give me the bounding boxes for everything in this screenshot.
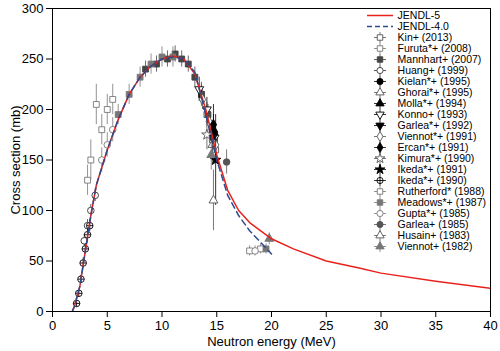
html-text:Mannhart+ (2007): Mannhart+ (2007) (397, 53, 482, 65)
html-text:Husain+ (1983): Husain+ (1983) (397, 229, 470, 241)
svg-text:20: 20 (264, 318, 278, 333)
html-text:Ghorai*+ (1995): Ghorai*+ (1995) (397, 86, 473, 98)
svg-text:35: 35 (429, 318, 443, 333)
html-text:Ercan*+ (1991): Ercan*+ (1991) (397, 141, 469, 153)
html-text:Meadows*+ (1987): Meadows*+ (1987) (397, 196, 486, 208)
html-text:Kimura*+ (1990): Kimura*+ (1990) (397, 152, 475, 164)
svg-text:250: 250 (22, 51, 44, 66)
html-text:JENDL-4.0: JENDL-4.0 (397, 20, 449, 32)
html-text:Furuta*+ (2008): Furuta*+ (2008) (397, 42, 472, 54)
html-text:Ikeda*+ (1991): Ikeda*+ (1991) (397, 163, 467, 175)
svg-text:300: 300 (22, 1, 44, 16)
svg-text:100: 100 (22, 203, 44, 218)
svg-text:15: 15 (210, 318, 224, 333)
html-text:Garlea+ (1985): Garlea+ (1985) (397, 218, 469, 230)
html-text:Garlea*+ (1992): Garlea*+ (1992) (397, 119, 473, 131)
svg-text:Cross section (mb): Cross section (mb) (8, 105, 23, 214)
html-text:Molla*+ (1994): Molla*+ (1994) (397, 97, 467, 109)
svg-text:50: 50 (29, 253, 43, 268)
html-text:Kin+ (2013): Kin+ (2013) (397, 31, 453, 43)
html-text:JENDL-5: JENDL-5 (397, 9, 441, 21)
html-text:Viennot+ (1982): Viennot+ (1982) (397, 240, 473, 252)
svg-text:40: 40 (483, 318, 497, 333)
svg-text:30: 30 (374, 318, 388, 333)
svg-text:Neutron energy (MeV): Neutron energy (MeV) (207, 334, 336, 349)
svg-text:0: 0 (49, 318, 56, 333)
html-text:Huang+ (1999): Huang+ (1999) (397, 64, 468, 76)
svg-text:200: 200 (22, 102, 44, 117)
svg-text:25: 25 (319, 318, 333, 333)
svg-text:10: 10 (155, 318, 169, 333)
svg-text:0: 0 (36, 304, 43, 319)
html-text:Kielan*+ (1995): Kielan*+ (1995) (397, 75, 471, 87)
html-text:Gupta*+ (1985): Gupta*+ (1985) (397, 207, 470, 219)
html-text:Viennot*+ (1991): Viennot*+ (1991) (397, 130, 477, 142)
html-text:Konno+ (1993): Konno+ (1993) (397, 108, 468, 120)
html-text:Ikeda*+ (1990): Ikeda*+ (1990) (397, 174, 467, 186)
svg-text:5: 5 (104, 318, 111, 333)
html-text:Rutherford* (1988): Rutherford* (1988) (397, 185, 485, 197)
svg-text:150: 150 (22, 152, 44, 167)
